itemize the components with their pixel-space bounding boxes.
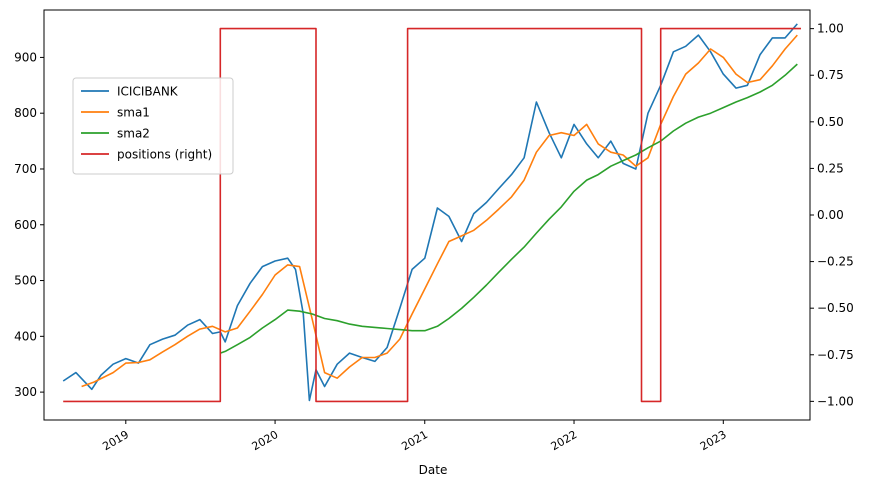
y-axis-right: −1.00 −0.75 −0.50 −0.25 0.00 0.25 0.50 0.75 1.00 (810, 22, 854, 408)
y2-tick-label: 0.25 (817, 161, 844, 175)
y-tick-label: 300 (14, 385, 37, 399)
y2-tick-label: −0.50 (817, 301, 854, 315)
legend-label-2: sma2 (117, 127, 150, 141)
legend: ICICIBANK sma1 sma2 positions (right) (72, 77, 234, 175)
y2-tick-label: 0.75 (817, 68, 844, 82)
series-line-1 (81, 34, 798, 388)
legend-label-3: positions (right) (117, 148, 212, 162)
legend-label-1: sma1 (117, 106, 150, 120)
y2-tick-label: 0.50 (817, 115, 844, 129)
x-axis: 2019 2020 2021 2022 2023 (100, 420, 729, 453)
y-tick-label: 700 (14, 162, 37, 176)
y2-tick-label: −1.00 (817, 394, 854, 408)
x-tick-label: 2022 (549, 428, 580, 453)
y-tick-label: 600 (14, 218, 37, 232)
y2-tick-label: 1.00 (817, 22, 844, 36)
legend-box (72, 77, 234, 175)
series-line-2 (220, 63, 798, 354)
legend-label-0: ICICIBANK (117, 85, 179, 99)
y-axis-left: 300 400 500 600 700 800 900 (14, 50, 44, 399)
x-tick-label: 2023 (698, 428, 729, 453)
y2-tick-label: −0.25 (817, 255, 854, 269)
y-tick-label: 900 (14, 50, 37, 64)
series-line-0 (62, 23, 798, 402)
x-tick-label: 2021 (399, 428, 430, 453)
y-tick-label: 800 (14, 106, 37, 120)
x-tick-label: 2020 (250, 428, 281, 453)
y-tick-label: 400 (14, 329, 37, 343)
x-axis-label: Date (419, 463, 448, 477)
plot-frame (43, 9, 811, 421)
x-tick-label: 2019 (100, 428, 131, 453)
y-tick-label: 500 (14, 274, 37, 288)
y2-tick-label: 0.00 (817, 208, 844, 222)
y2-tick-label: −0.75 (817, 348, 854, 362)
